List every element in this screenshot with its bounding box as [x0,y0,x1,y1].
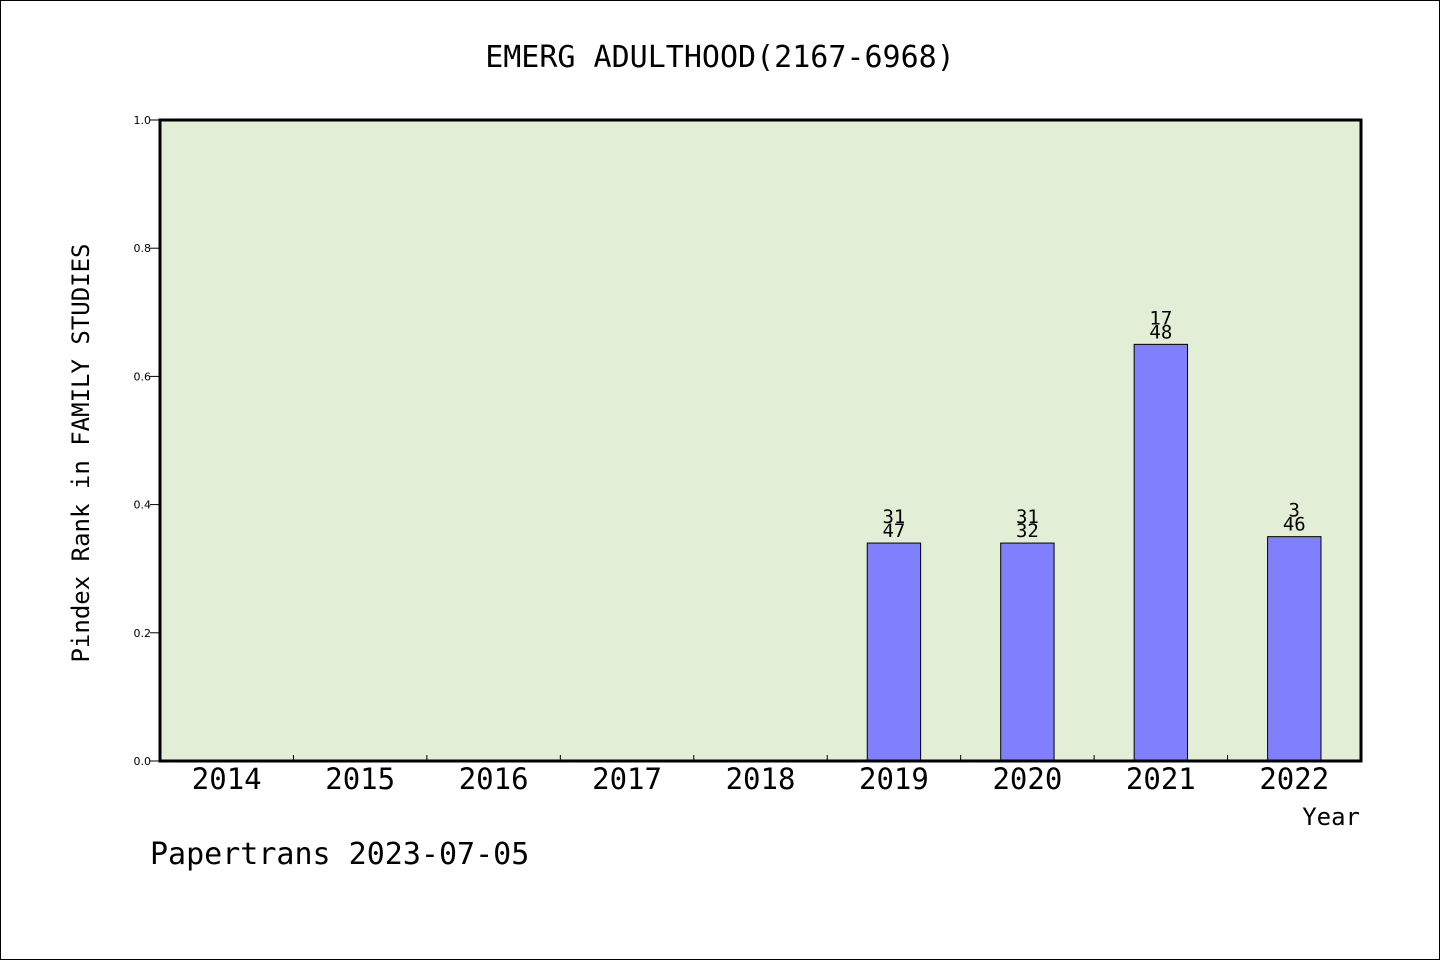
bar-2019 [866,542,922,762]
x-tick-label: 2016 [459,762,529,796]
bar-2020 [1000,542,1055,762]
bar-label-total: 47 [882,520,905,542]
x-tick-label: 2020 [992,762,1062,796]
bar-label-rank: 17 [1149,307,1172,329]
y-tick-label: 0.4 [134,499,152,512]
x-tick-label: 2022 [1259,762,1329,796]
bar-label-rank: 3 [1289,500,1300,522]
bar-2021 [1133,343,1189,762]
y-tick-label: 0.8 [134,242,152,255]
y-tick-label: 0.2 [134,627,152,640]
x-tick-label: 2017 [592,762,662,796]
bar-2022 [1267,536,1322,762]
x-tick-label: 2015 [325,762,395,796]
x-tick-label: 2021 [1126,762,1196,796]
x-tick-label: 2018 [726,762,796,796]
y-tick-label: 0.0 [134,755,152,768]
footer-text: Papertrans 2023-07-05 [150,837,529,872]
x-tick-label: 2019 [859,762,929,796]
plot-border [158,118,1363,763]
x-axis-tick-labels: 2014 2015 2016 2017 2018 2019 2020 2021 2022 [192,762,1329,796]
y-axis-label: Pindex Rank in FAMILY STUDIES [67,243,95,662]
chart-title: EMERG ADULTHOOD(2167-6968) [485,40,955,75]
bar-label-rank: 31 [1016,506,1039,528]
y-tick-label: 1.0 [134,114,152,127]
x-axis-label: Year [1302,803,1360,831]
bar-label-rank: 31 [882,506,905,528]
x-tick-label: 2014 [192,762,262,796]
bar-label-total: 32 [1016,520,1039,542]
bar-label-total: 46 [1283,514,1306,536]
bar-label-total: 48 [1149,321,1172,343]
y-axis-ticks: 0.0 0.2 0.4 0.6 0.8 1.0 [134,114,160,768]
y-tick-label: 0.6 [134,370,152,383]
bar-series [866,343,1322,762]
